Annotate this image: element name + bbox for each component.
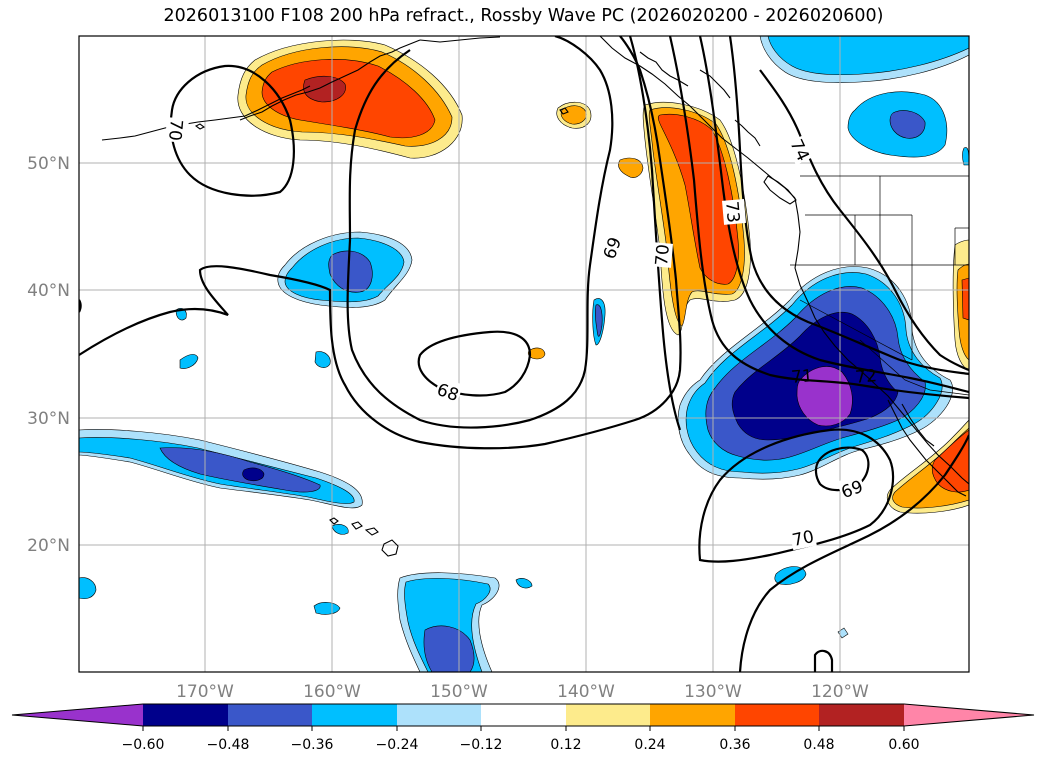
contour-label-72: 72	[854, 366, 877, 388]
colorbar-bin-neutral	[481, 704, 566, 726]
contour-69-coastal	[628, 36, 682, 431]
colorbar-tick-neg012: −0.12	[460, 737, 503, 753]
contour-74	[759, 69, 969, 372]
colorbar-bin-neg036	[228, 704, 312, 726]
coastlines	[101, 36, 969, 557]
contour-label-70-se: 70	[791, 527, 816, 551]
colorbar-tick-neg036: −0.36	[291, 737, 334, 753]
lon-label-150w: 150°W	[430, 682, 488, 702]
lon-label-160w: 160°W	[303, 682, 361, 702]
colorbar-tick-neg048: −0.48	[207, 737, 250, 753]
contour-73	[728, 36, 969, 376]
lon-label-120w: 120°W	[811, 682, 869, 702]
contour-70-southeast	[698, 428, 895, 563]
colorbar-bin-pos012	[566, 704, 650, 726]
colorbar-bin-pos048	[819, 704, 904, 726]
contour-72	[698, 36, 969, 394]
colorbar-tick-pos024: 0.24	[634, 737, 665, 753]
colorbar-extend-high	[904, 704, 1034, 726]
lon-label-140w: 140°W	[557, 682, 615, 702]
contour-70-northwest	[169, 64, 295, 197]
colorbar-tick-pos012: 0.12	[550, 737, 581, 753]
colorbar: −0.60 −0.48 −0.36 −0.24 −0.12 0.12 0.24 …	[11, 703, 1035, 753]
colorbar-tick-pos036: 0.36	[719, 737, 750, 753]
lon-label-130w: 130°W	[684, 682, 742, 702]
colorbar-bin-pos024	[650, 704, 735, 726]
political-borders	[790, 175, 969, 396]
colorbar-bin-neg048	[143, 704, 228, 726]
colorbar-extend-low	[12, 704, 143, 726]
contour-69-main	[346, 36, 614, 429]
colorbar-tick-pos048: 0.48	[803, 737, 834, 753]
lat-label-20n: 20°N	[27, 536, 70, 556]
colorbar-bin-neg024	[312, 704, 397, 726]
shade-gulf-alaska-pos048	[303, 75, 346, 103]
colorbar-tick-neg024: −0.24	[376, 737, 419, 753]
longitude-labels: 170°W 160°W 150°W 140°W 130°W 120°W	[176, 682, 869, 702]
contour-label-70-main: 70	[652, 243, 674, 266]
colorbar-bin-pos036	[735, 704, 819, 726]
shade-gulf-alaska-pos036	[261, 59, 436, 139]
contour-71	[668, 36, 969, 400]
map-frame	[78, 35, 970, 673]
contour-70-main	[79, 36, 682, 450]
colorbar-tick-neg060: −0.60	[122, 737, 165, 753]
map-title: 2026013100 F108 200 hPa refract., Rossby…	[163, 6, 884, 26]
colorbar-bin-neg012	[397, 704, 481, 726]
contour-label-71: 71	[790, 366, 813, 388]
shading-layer	[79, 36, 969, 672]
latitude-labels: 50°N 40°N 30°N 20°N	[27, 154, 70, 556]
contour-label-70-nw: 70	[164, 118, 186, 141]
colorbar-tick-pos060: 0.60	[888, 737, 919, 753]
lat-label-50n: 50°N	[27, 154, 70, 174]
lon-label-170w: 170°W	[176, 682, 234, 702]
contour-lower-arc	[738, 434, 969, 672]
graticule	[79, 36, 969, 672]
lat-label-40n: 40°N	[27, 281, 70, 301]
lat-label-30n: 30°N	[27, 409, 70, 429]
map-plot-area: 70 69 70 73 74 68 71	[79, 36, 969, 672]
contour-label-73: 73	[721, 200, 743, 223]
